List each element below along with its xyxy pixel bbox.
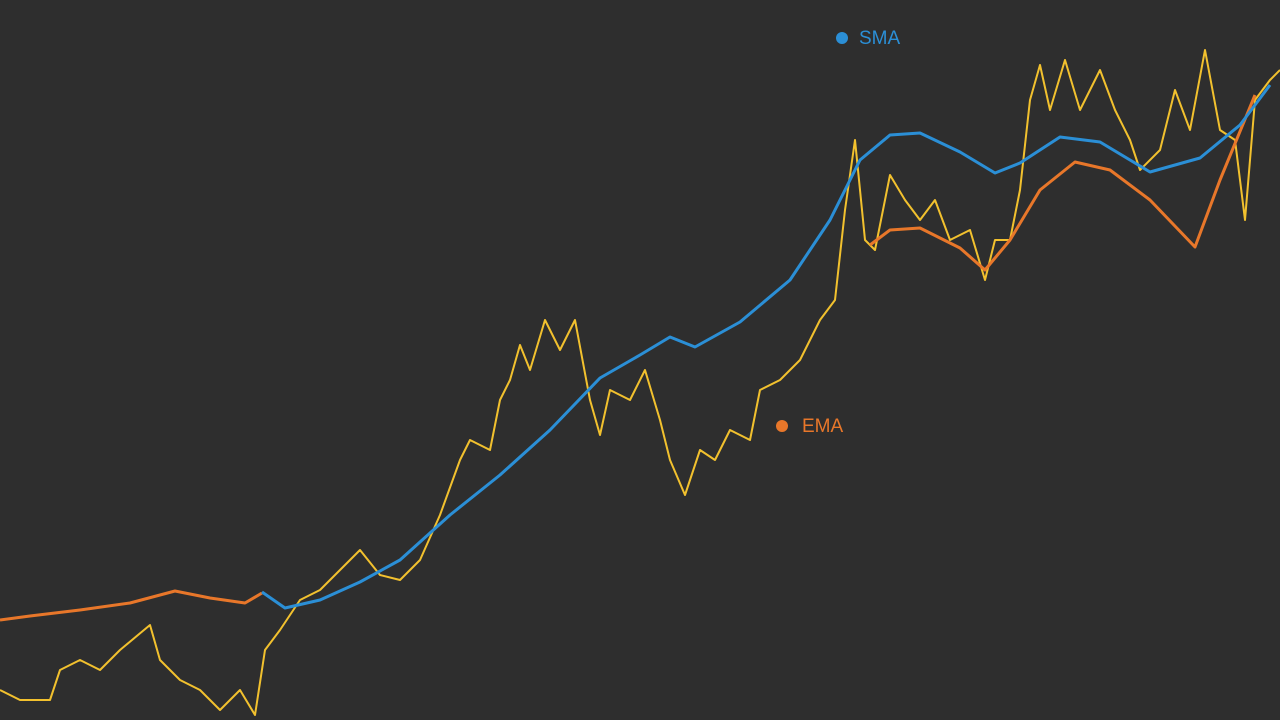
line-series: [0, 49, 1280, 716]
plot: [0, 49, 1280, 716]
legend-label: EMA: [802, 416, 844, 437]
line-series: [869, 94, 1257, 272]
legend-marker: [836, 32, 848, 44]
line-series: [261, 84, 1272, 610]
legend-marker: [776, 420, 788, 432]
line-series: [0, 589, 263, 622]
legend-label: SMA: [859, 28, 901, 49]
